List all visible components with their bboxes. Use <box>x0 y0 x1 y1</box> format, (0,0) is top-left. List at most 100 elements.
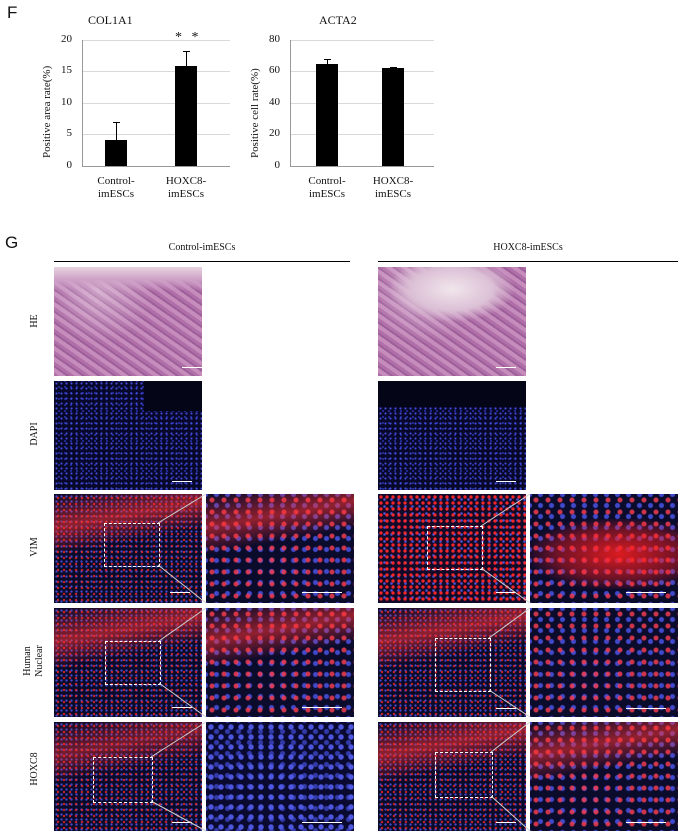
dapi-image-hoxc8 <box>378 381 526 490</box>
gridline <box>82 40 230 41</box>
zoom-connector-line <box>150 800 207 832</box>
scale-bar <box>172 481 192 482</box>
y-tick-label: 5 <box>66 127 73 139</box>
error-bar-cap <box>113 121 120 123</box>
signal-band <box>530 722 678 831</box>
y-axis-line <box>82 40 83 166</box>
human-nuclear-image-control <box>54 608 202 717</box>
vim-zoom-control <box>206 494 354 603</box>
scale-bar <box>496 481 516 482</box>
x-tick-label: HOXC8- imESCs <box>165 175 207 200</box>
gridline <box>82 134 230 135</box>
zoom-connector-line <box>157 493 207 524</box>
y-tick-label: 20 <box>269 127 280 139</box>
zoom-connector-line <box>150 721 207 758</box>
error-bar-cap <box>324 58 331 60</box>
x-tick-label: Control-imESCs <box>308 175 346 200</box>
gridline <box>82 103 230 104</box>
gridline <box>290 40 434 41</box>
vim-zoom-hoxc8 <box>530 494 678 603</box>
he-image-control <box>54 267 202 376</box>
signal-band <box>54 608 202 717</box>
zoom-box <box>104 523 160 567</box>
zoom-connector-line <box>158 607 207 642</box>
panel-letter-f: F <box>7 3 18 22</box>
signal-band <box>206 494 354 603</box>
zoom-connector-line <box>157 564 207 604</box>
dapi-image-control <box>54 381 202 490</box>
signal-band <box>530 519 678 589</box>
tissue-edge <box>388 267 516 322</box>
y-tick-label: 0 <box>66 159 73 171</box>
group-title-hoxc8: HOXC8-imESCs <box>493 242 563 253</box>
y-tick-label: 15 <box>61 64 72 76</box>
scale-bar <box>626 708 666 709</box>
hoxc8-zoom-hoxc8 <box>530 722 678 831</box>
scale-bar <box>302 707 342 708</box>
bar-control-imescs <box>105 139 127 166</box>
y-tick-label: 80 <box>269 33 280 45</box>
he-image-hoxc8 <box>378 267 526 376</box>
zoom-box <box>435 752 493 798</box>
scale-bar <box>496 592 516 593</box>
group-rule <box>54 261 350 262</box>
y-tick-label: 10 <box>61 96 72 108</box>
x-tick-label: HOXC8- imESCs <box>372 175 414 200</box>
significance-marker: * * <box>175 30 202 45</box>
tissue-edge <box>54 267 202 307</box>
zoom-connector-line <box>488 689 531 718</box>
bar-control-imescs <box>316 64 338 166</box>
background-region <box>378 381 526 407</box>
zoom-connector-line <box>488 607 531 639</box>
zoom-box <box>435 638 491 692</box>
error-bar <box>327 58 328 65</box>
chart-acta2: ACTA2 Positive cell rate(%) 80 60 40 20 … <box>240 0 450 210</box>
signal-band <box>378 608 526 717</box>
y-tick-label: 0 <box>274 159 281 171</box>
signal-band <box>54 494 202 603</box>
y-axis-line <box>290 40 291 166</box>
zoom-box <box>427 526 483 570</box>
x-tick-label: Control-imESCs <box>97 175 135 200</box>
zoom-connector-line <box>480 493 531 527</box>
y-tick-label: 40 <box>269 96 280 108</box>
scale-bar <box>172 707 192 708</box>
scale-bar <box>496 822 516 823</box>
y-tick-label: 20 <box>61 33 72 45</box>
bar-hoxc8-imescs <box>175 66 197 166</box>
vim-image-control <box>54 494 202 603</box>
zoom-connector-line <box>158 682 207 718</box>
group-rule <box>378 261 678 262</box>
scale-bar <box>172 822 192 823</box>
x-axis-line <box>82 166 230 167</box>
x-axis-line <box>290 166 434 167</box>
group-title-control: Control-imESCs <box>168 242 236 253</box>
scale-bar <box>182 367 202 368</box>
gridline <box>290 134 434 135</box>
hoxc8-zoom-control <box>206 722 354 831</box>
scale-bar <box>170 592 190 593</box>
scale-bar <box>626 822 666 823</box>
scale-bar <box>302 592 342 593</box>
chart-title: ACTA2 <box>319 13 357 27</box>
panel-letter-g: G <box>5 233 19 252</box>
signal-band <box>206 608 354 717</box>
chart-title: COL1A1 <box>88 13 133 27</box>
bar-hoxc8-imescs <box>382 68 404 166</box>
human-nuclear-zoom-control <box>206 608 354 717</box>
scale-bar <box>496 708 516 709</box>
signal-band <box>378 722 526 831</box>
hoxc8-image-hoxc8 <box>378 722 526 831</box>
scale-bar <box>496 367 516 368</box>
human-nuclear-image-hoxc8 <box>378 608 526 717</box>
y-tick-label: 60 <box>269 64 280 76</box>
gridline <box>290 103 434 104</box>
error-bar-cap <box>183 50 190 52</box>
zoom-connector-line <box>490 795 531 832</box>
zoom-connector-line <box>490 721 531 753</box>
error-bar-cap <box>390 66 397 68</box>
chart-col1a1: COL1A1 Positive area rate(%) 20 15 10 5 … <box>0 0 230 210</box>
scale-bar <box>626 592 666 593</box>
human-nuclear-zoom-hoxc8 <box>530 608 678 717</box>
